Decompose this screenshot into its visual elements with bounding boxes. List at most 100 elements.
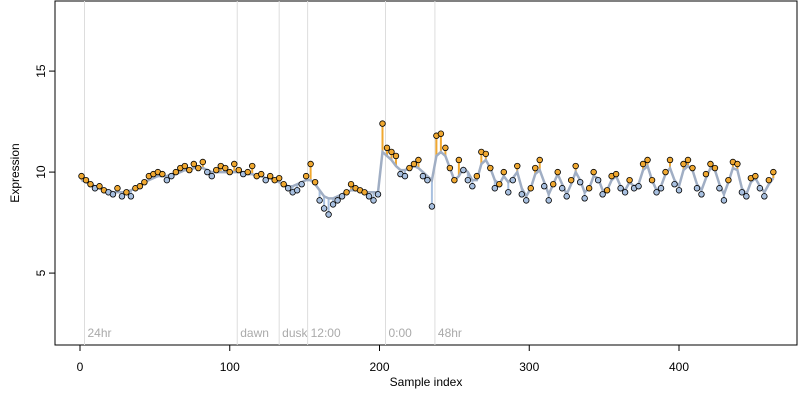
event-label: 48hr [438,326,462,340]
point [204,168,211,176]
point [325,211,332,218]
point [190,160,198,168]
point [451,176,458,184]
y-tick-label: 5 [34,269,48,276]
point [213,166,220,174]
point [186,166,193,174]
point [159,170,166,178]
point [406,164,413,172]
event-label: 24hr [88,326,112,340]
point [523,197,530,204]
point [410,160,418,168]
point [280,181,287,188]
point [635,183,642,190]
point [505,189,512,196]
point [298,181,305,188]
point [527,185,534,192]
point [379,120,386,127]
point [653,189,660,196]
point [585,185,593,192]
point [514,162,521,170]
event-label: dawn [240,326,269,340]
point [338,193,346,200]
point [734,160,741,168]
point [365,193,373,200]
point [518,191,525,198]
point [473,172,481,180]
point [284,185,292,192]
point [666,156,674,164]
point [163,176,171,184]
point [680,160,687,168]
point [491,185,499,192]
point [469,183,476,190]
point [244,168,251,176]
point [118,193,126,200]
point [415,156,422,164]
point [576,178,584,186]
point [347,181,355,188]
point [675,187,683,194]
point [311,178,319,186]
point [693,185,701,192]
point [639,160,647,168]
point [550,181,557,188]
point [500,168,507,176]
point [626,176,633,184]
point [590,168,597,176]
point [392,152,400,160]
point [752,172,759,180]
point [168,172,175,180]
point [437,130,445,137]
point [455,156,463,164]
point [199,158,207,166]
point [383,144,391,152]
point [612,170,620,178]
point [657,185,665,192]
point [644,156,651,164]
point [82,176,90,184]
point [603,187,611,194]
y-tick-label: 15 [34,64,48,78]
point [231,160,238,168]
point [541,183,548,190]
point [329,201,337,208]
point [370,197,377,204]
point [258,170,265,178]
point [262,176,269,184]
point [96,183,103,190]
point [208,172,215,180]
point [716,185,723,192]
point [509,176,516,184]
point [460,166,467,174]
point [487,164,494,172]
x-axis-label: Sample index [390,375,463,389]
point [374,191,382,198]
event-label: dusk [282,326,308,340]
point [536,156,543,164]
point [266,172,274,180]
x-tick-label: 400 [669,360,689,374]
point [307,160,314,168]
point [648,176,656,184]
point [743,193,750,200]
point [424,176,431,184]
point [725,176,732,184]
point [419,172,427,180]
point [442,144,449,152]
x-tick-label: 300 [519,360,539,374]
point [127,193,135,200]
x-tick-label: 200 [369,360,389,374]
point [738,189,746,196]
point [567,176,575,184]
point [698,191,705,198]
point [707,160,714,168]
point [711,164,719,172]
plot-frame [54,0,798,346]
point [761,193,768,200]
point [621,189,629,196]
point [87,181,94,188]
point [428,203,436,210]
point [222,164,229,172]
